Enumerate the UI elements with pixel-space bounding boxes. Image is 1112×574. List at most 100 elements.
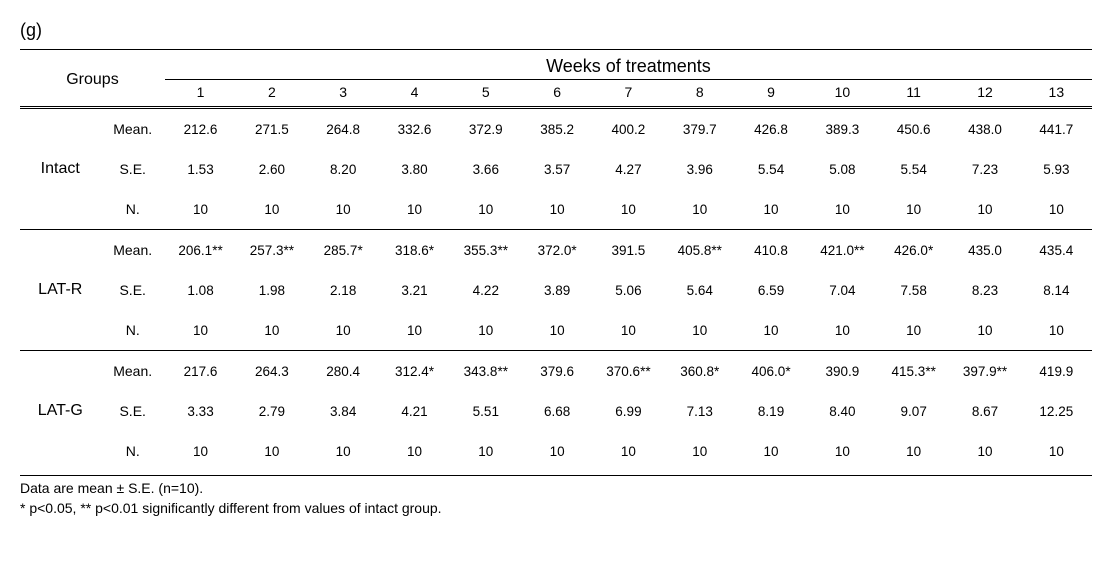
data-cell: 8.19 [735,391,806,431]
data-cell: 271.5 [236,108,307,150]
data-cell: 285.7* [308,230,379,271]
data-cell: 3.84 [308,391,379,431]
data-cell: 3.33 [165,391,236,431]
data-cell: 389.3 [807,108,878,150]
data-cell: 4.22 [450,270,521,310]
data-cell: 5.08 [807,149,878,189]
data-cell: 390.9 [807,351,878,392]
data-cell: 10 [593,189,664,230]
stat-label: S.E. [101,149,165,189]
data-cell: 435.4 [1021,230,1092,271]
data-cell: 10 [521,189,592,230]
data-cell: 7.13 [664,391,735,431]
data-cell: 397.9** [949,351,1020,392]
stat-label: S.E. [101,270,165,310]
data-cell: 438.0 [949,108,1020,150]
data-cell: 435.0 [949,230,1020,271]
data-cell: 206.1** [165,230,236,271]
data-cell: 10 [165,431,236,471]
group-col-spacer [20,431,101,471]
data-cell: 406.0* [735,351,806,392]
group-col-spacer [20,230,101,271]
treatment-table: Groups Weeks of treatments 1234567891011… [20,49,1092,471]
data-cell: 10 [379,189,450,230]
weeks-header: Weeks of treatments [165,50,1092,80]
week-header-1: 1 [165,80,236,108]
week-header-7: 7 [593,80,664,108]
data-cell: 8.20 [308,149,379,189]
data-cell: 10 [807,189,878,230]
stat-label: N. [101,189,165,230]
data-cell: 3.96 [664,149,735,189]
footer-line-2: * p<0.05, ** p<0.01 significantly differ… [20,500,1092,516]
data-cell: 10 [236,189,307,230]
data-cell: 10 [1021,431,1092,471]
data-cell: 391.5 [593,230,664,271]
data-cell: 8.14 [1021,270,1092,310]
data-cell: 10 [878,189,949,230]
data-cell: 318.6* [379,230,450,271]
data-cell: 3.80 [379,149,450,189]
data-cell: 1.08 [165,270,236,310]
data-cell: 10 [521,310,592,351]
week-header-2: 2 [236,80,307,108]
week-header-12: 12 [949,80,1020,108]
data-cell: 6.59 [735,270,806,310]
data-cell: 217.6 [165,351,236,392]
group-label-lat-r: LAT-R [20,270,101,310]
week-header-11: 11 [878,80,949,108]
footer-line-1: Data are mean ± S.E. (n=10). [20,480,1092,496]
data-cell: 5.64 [664,270,735,310]
data-cell: 355.3** [450,230,521,271]
week-header-9: 9 [735,80,806,108]
data-cell: 10 [308,310,379,351]
data-cell: 8.23 [949,270,1020,310]
data-cell: 360.8* [664,351,735,392]
data-cell: 426.8 [735,108,806,150]
data-cell: 10 [807,431,878,471]
data-cell: 419.9 [1021,351,1092,392]
data-cell: 421.0** [807,230,878,271]
data-cell: 450.6 [878,108,949,150]
data-cell: 5.54 [878,149,949,189]
week-header-6: 6 [521,80,592,108]
data-cell: 212.6 [165,108,236,150]
data-cell: 10 [878,431,949,471]
stat-label: Mean. [101,230,165,271]
data-cell: 6.68 [521,391,592,431]
data-cell: 5.93 [1021,149,1092,189]
data-cell: 5.51 [450,391,521,431]
data-cell: 370.6** [593,351,664,392]
data-cell: 2.18 [308,270,379,310]
data-cell: 2.60 [236,149,307,189]
group-col-spacer [20,310,101,351]
data-cell: 312.4* [379,351,450,392]
data-cell: 9.07 [878,391,949,431]
data-cell: 264.3 [236,351,307,392]
data-cell: 7.04 [807,270,878,310]
data-cell: 10 [949,189,1020,230]
data-cell: 4.27 [593,149,664,189]
panel-label: (g) [20,20,1092,41]
group-label-intact: Intact [20,149,101,189]
week-header-5: 5 [450,80,521,108]
data-cell: 10 [236,431,307,471]
data-cell: 10 [308,431,379,471]
data-cell: 332.6 [379,108,450,150]
data-cell: 379.7 [664,108,735,150]
data-cell: 3.66 [450,149,521,189]
data-cell: 10 [735,189,806,230]
data-cell: 1.53 [165,149,236,189]
data-cell: 5.54 [735,149,806,189]
data-cell: 343.8** [450,351,521,392]
week-header-3: 3 [308,80,379,108]
data-cell: 415.3** [878,351,949,392]
data-cell: 10 [165,189,236,230]
group-label-lat-g: LAT-G [20,391,101,431]
stat-label: Mean. [101,351,165,392]
data-cell: 10 [379,310,450,351]
data-cell: 372.9 [450,108,521,150]
data-cell: 426.0* [878,230,949,271]
data-cell: 10 [664,310,735,351]
week-header-4: 4 [379,80,450,108]
